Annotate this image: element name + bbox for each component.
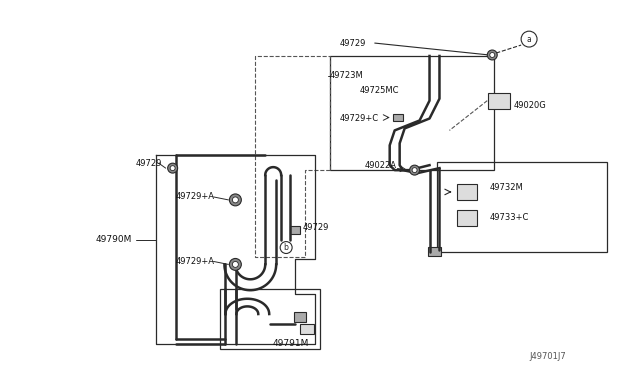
Circle shape <box>229 259 241 270</box>
Circle shape <box>521 31 537 47</box>
Text: 49729: 49729 <box>136 159 162 168</box>
Bar <box>428 247 442 256</box>
Circle shape <box>232 262 238 267</box>
Bar <box>488 93 510 109</box>
Circle shape <box>168 163 178 173</box>
Text: 49733+C: 49733+C <box>489 213 529 222</box>
Text: 49791M: 49791M <box>272 339 308 348</box>
Text: 49022A: 49022A <box>365 161 397 170</box>
Text: 49725MC: 49725MC <box>360 86 399 95</box>
Text: b: b <box>284 243 289 252</box>
Circle shape <box>232 197 238 203</box>
Bar <box>438 162 607 251</box>
Bar <box>220 289 320 349</box>
Text: 49729+C: 49729+C <box>340 114 379 123</box>
Text: 49729+A: 49729+A <box>175 192 214 201</box>
Text: 49723M: 49723M <box>330 71 364 80</box>
Text: J49701J7: J49701J7 <box>529 352 566 361</box>
Text: 49790M: 49790M <box>96 235 132 244</box>
Text: 49020G: 49020G <box>513 101 546 110</box>
Bar <box>393 114 403 121</box>
Bar <box>458 184 477 200</box>
Bar <box>294 312 306 322</box>
Bar <box>300 324 314 334</box>
Circle shape <box>412 168 417 173</box>
Text: a: a <box>527 35 531 44</box>
Bar <box>458 210 477 226</box>
Bar <box>330 56 494 170</box>
Circle shape <box>229 194 241 206</box>
Circle shape <box>170 166 175 171</box>
Circle shape <box>410 165 420 175</box>
Text: 49732M: 49732M <box>489 183 523 192</box>
Text: 49729: 49729 <box>303 223 330 232</box>
Circle shape <box>487 50 497 60</box>
Circle shape <box>490 52 495 57</box>
Circle shape <box>280 241 292 253</box>
Text: 49729: 49729 <box>340 39 366 48</box>
Bar <box>290 226 300 234</box>
Text: 49729+A: 49729+A <box>175 257 214 266</box>
